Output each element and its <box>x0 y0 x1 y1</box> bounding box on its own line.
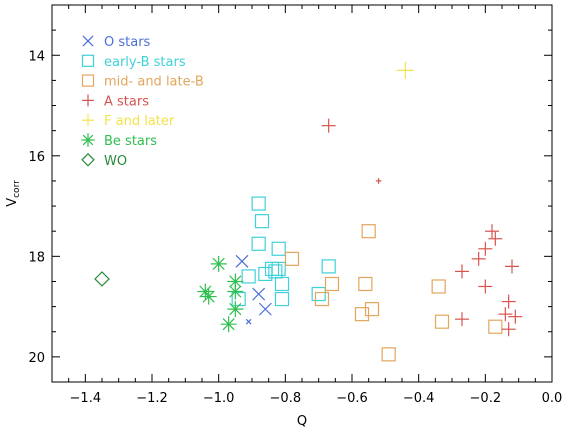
data-point-wo <box>94 271 110 287</box>
legend-label-o-stars: O stars <box>104 35 151 50</box>
data-point-o-stars <box>235 254 249 268</box>
data-point-mid-and-late-b <box>488 319 503 334</box>
data-point-f-and-later <box>396 61 414 79</box>
data-point-a-stars <box>485 224 499 239</box>
data-point-a-stars <box>455 264 469 279</box>
data-point-mid-and-late-b <box>364 302 380 317</box>
data-point-a-stars <box>375 178 382 184</box>
data-point-a-stars <box>498 307 513 322</box>
y-tick-label: 16 <box>28 150 45 165</box>
axis-ticks <box>51 4 553 383</box>
legend-item-wo: WO <box>81 153 127 169</box>
data-point-a-stars <box>488 231 503 246</box>
x-axis-title: Q <box>297 414 307 429</box>
x-tick-label: −0.2 <box>470 391 502 406</box>
data-point-mid-and-late-b <box>431 279 446 294</box>
y-tick-label: 20 <box>28 351 45 366</box>
x-tick-label: −0.8 <box>270 391 302 406</box>
data-point-mid-and-late-b <box>314 291 330 307</box>
legend-label-early-b-stars: early-B stars <box>104 55 186 70</box>
data-point-a-stars <box>471 251 486 266</box>
legend-item-o-stars: O stars <box>82 35 151 50</box>
data-point-mid-and-late-b <box>354 307 370 322</box>
y-tick-label: 14 <box>28 49 45 64</box>
data-point-a-stars <box>508 309 523 324</box>
data-point-a-stars <box>478 279 493 294</box>
data-point-early-b-stars <box>274 276 290 292</box>
data-point-o-stars <box>258 302 272 316</box>
x-tick-label: −1.4 <box>70 391 102 406</box>
data-point-early-b-stars <box>311 286 326 302</box>
data-point-a-stars <box>455 312 469 327</box>
y-axis-title-main: V <box>5 198 20 207</box>
data-point-be-stars <box>220 316 237 333</box>
legend: O stars early-B stars mid- and late-B A sta… <box>81 35 204 169</box>
legend-marker-wo <box>81 153 95 167</box>
data-point-a-stars <box>321 118 336 133</box>
data-point-a-stars <box>501 294 516 309</box>
legend-item-a-stars: A stars <box>82 94 149 109</box>
data-point-early-b-stars <box>241 269 256 284</box>
legend-marker-mid-and-late-b <box>81 74 95 87</box>
data-point-be-stars <box>227 301 244 318</box>
data-point-mid-and-late-b <box>361 224 376 239</box>
legend-label-be-stars: Be stars <box>104 134 157 149</box>
data-point-early-b-stars <box>254 214 270 229</box>
axis-tick-labels: −1.4 −1.2 −1.0 −0.8 −0.6 −0.4 −0.2 0.0 14 16 18 20 <box>28 49 562 406</box>
legend-label-f-and-later: F and later <box>104 114 175 129</box>
data-point-early-b-stars <box>274 291 290 307</box>
legend-label-wo: WO <box>104 154 127 169</box>
x-tick-label: −0.4 <box>403 391 435 406</box>
legend-item-f-and-later: F and later <box>82 114 175 129</box>
data-point-early-b-stars <box>251 236 266 251</box>
y-axis-title-subscript: corr <box>12 180 22 198</box>
legend-marker-f-and-later <box>82 114 94 127</box>
legend-label-a-stars: A stars <box>104 94 149 109</box>
data-point-o-stars <box>252 287 266 301</box>
data-point-mid-and-late-b <box>324 276 340 292</box>
data-point-be-stars <box>200 288 217 305</box>
legend-marker-early-b-stars <box>81 54 95 67</box>
legend-label-mid-and-late-b: mid- and late-B <box>104 75 204 90</box>
x-tick-label: −1.0 <box>203 391 235 406</box>
data-point-be-stars <box>210 255 227 272</box>
legend-marker-be-stars <box>81 133 95 147</box>
data-point-early-b-stars <box>258 266 273 282</box>
data-point-mid-and-late-b <box>358 276 373 292</box>
data-point-mid-and-late-b <box>381 347 396 362</box>
legend-item-mid-and-late-b: mid- and late-B <box>81 74 204 90</box>
data-point-a-stars <box>505 259 519 274</box>
data-point-early-b-stars <box>271 241 286 256</box>
data-point-a-stars <box>478 241 493 256</box>
data-point-mid-and-late-b <box>434 314 450 329</box>
x-tick-label: −0.6 <box>336 391 368 406</box>
data-point-be-stars <box>227 273 244 290</box>
legend-item-early-b-stars: early-B stars <box>81 54 186 70</box>
data-point-o-stars <box>245 318 252 325</box>
legend-marker-o-stars <box>82 35 94 47</box>
x-tick-label: −1.2 <box>136 391 168 406</box>
data-point-early-b-stars <box>321 259 336 274</box>
data-point-mid-and-late-b <box>284 251 300 266</box>
data-point-a-stars <box>501 322 516 337</box>
data-point-early-b-stars <box>251 196 266 211</box>
data-points <box>94 61 523 362</box>
legend-marker-a-stars <box>82 94 94 107</box>
y-axis-title: Vcorr <box>5 180 22 207</box>
x-tick-label: 0.0 <box>542 391 563 406</box>
legend-item-be-stars: Be stars <box>81 133 157 149</box>
y-tick-label: 18 <box>28 250 45 265</box>
data-point-be-stars <box>227 283 244 300</box>
